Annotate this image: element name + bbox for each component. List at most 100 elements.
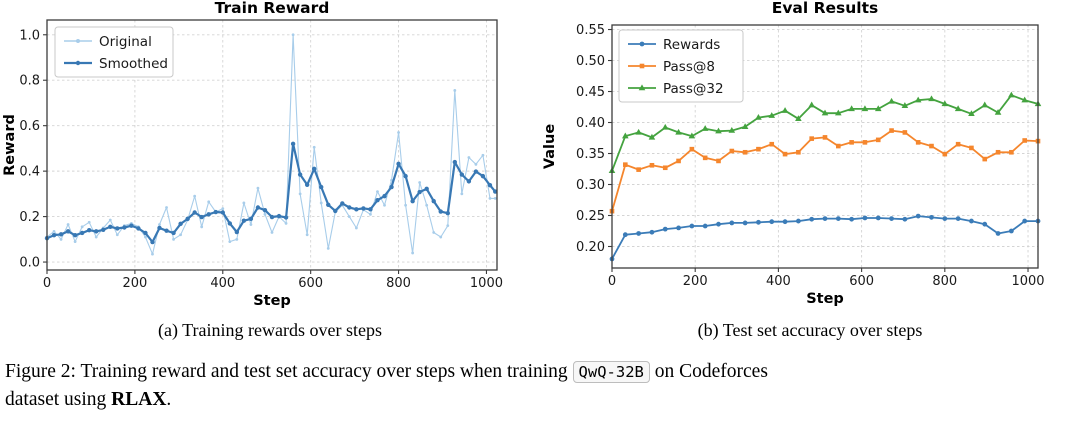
data-point-marker [459, 172, 465, 177]
svg-text:1000: 1000 [470, 276, 503, 291]
data-point-marker [389, 184, 394, 190]
data-point-marker [862, 140, 868, 145]
data-point-marker [702, 155, 708, 161]
data-point-marker [248, 216, 254, 222]
data-point-marker [954, 105, 962, 112]
legend: Original Smoothed [54, 26, 174, 78]
legend-marker [76, 39, 80, 43]
plot-border [46, 19, 498, 271]
data-point-marker [432, 231, 436, 234]
figure-caption-text1: Training reward and test set accuracy ov… [80, 361, 568, 382]
data-point-marker [875, 137, 881, 143]
chart-title: Eval Results [772, 0, 879, 17]
legend-label: Pass@32 [663, 81, 724, 97]
data-point-marker [821, 109, 829, 116]
data-point-marker [662, 165, 668, 171]
data-point-marker [453, 89, 457, 92]
data-point-marker [808, 101, 815, 108]
data-point-marker [796, 149, 801, 155]
data-point-marker [809, 216, 815, 222]
data-point-marker [242, 201, 246, 205]
data-point-marker [297, 172, 303, 177]
data-point-marker [480, 173, 486, 179]
data-point-marker [902, 216, 908, 222]
data-point-marker [861, 105, 869, 112]
figure-caption-line2: dataset using RLAX. [5, 386, 1070, 414]
data-point-marker [688, 132, 696, 139]
data-point-marker [649, 229, 655, 235]
model-name-code: QwQ-32B [572, 361, 650, 383]
subcaptions-row: (a) Training rewards over steps (b) Test… [0, 320, 1080, 341]
chart-title: Train Reward [215, 0, 330, 17]
data-point-marker [213, 209, 218, 215]
data-point-marker [994, 108, 1002, 115]
data-point-marker [968, 110, 975, 117]
data-point-marker [742, 149, 748, 155]
data-point-marker [284, 222, 288, 225]
data-point-marker [65, 229, 71, 234]
data-point-marker [164, 228, 169, 233]
data-point-marker [955, 216, 961, 221]
data-point-marker [928, 95, 935, 102]
data-point-marker [311, 166, 317, 172]
data-point-marker [487, 183, 493, 188]
data-point-marker [915, 140, 921, 145]
charts-row: 0 200 400 600 800 1000 0.0 0.2 0.4 0.6 0.8 1.0 Train… [2, 0, 1045, 309]
data-point-marker [929, 214, 934, 220]
data-point-marker [80, 225, 84, 229]
data-point-marker [942, 151, 948, 157]
data-point-marker [452, 159, 458, 165]
data-point-marker [622, 232, 628, 238]
data-point-marker [403, 173, 408, 179]
data-point-marker [347, 205, 352, 210]
subcaption-b: (b) Test set accuracy over steps [697, 320, 923, 340]
data-point-marker [347, 215, 351, 218]
data-point-marker [354, 207, 359, 212]
data-point-marker [755, 113, 762, 120]
figure-caption: Figure 2: Training reward and test set a… [5, 358, 1070, 413]
data-point-marker [431, 198, 436, 204]
data-point-marker [94, 229, 99, 234]
data-point-marker [94, 235, 98, 239]
data-point-marker [425, 203, 429, 207]
data-point-marker [66, 223, 70, 226]
data-point-marker [206, 212, 211, 217]
svg-text:0.2: 0.2 [19, 210, 40, 225]
data-point-marker [361, 206, 366, 211]
data-point-marker [445, 210, 450, 216]
figure-caption-prefix: Figure 2: [5, 361, 76, 382]
data-point-marker [298, 192, 302, 196]
data-point-marker [636, 231, 642, 236]
svg-text:0.35: 0.35 [576, 147, 605, 162]
data-point-marker [729, 220, 735, 226]
eval-results-svg: 0 200 400 600 800 1000 0.20 0.25 0.30 0.35 0.40 0.4… [542, 0, 1045, 307]
axis-ticks: 0 200 400 600 800 1000 0.0 0.2 0.4 0.6 0.8 1.0 [19, 28, 503, 291]
data-point-marker [769, 219, 775, 225]
data-point-marker [375, 198, 380, 203]
data-point-marker [283, 215, 289, 220]
data-point-marker [171, 230, 176, 236]
data-point-marker [676, 158, 681, 164]
data-point-marker [79, 230, 85, 236]
data-point-marker [729, 148, 735, 154]
data-point-marker [888, 97, 895, 104]
data-point-marker [689, 223, 695, 229]
svg-text:0.40: 0.40 [576, 116, 605, 131]
svg-text:200: 200 [683, 274, 708, 289]
data-point-marker [220, 210, 225, 215]
data-point-marker [333, 208, 338, 214]
rlax-method-name: RLAX [111, 388, 167, 410]
legend-marker [639, 63, 645, 69]
svg-text:1000: 1000 [1011, 274, 1044, 289]
data-point-marker [969, 218, 974, 224]
data-point-marker [889, 216, 894, 221]
data-point-marker [129, 223, 134, 228]
data-point-marker [969, 145, 974, 151]
data-point-marker [276, 213, 282, 219]
data-point-marker [108, 218, 112, 222]
data-point-marker [108, 224, 113, 230]
x-axis-label: Step [806, 291, 844, 307]
data-point-marker [234, 229, 240, 235]
series-smoothed [44, 141, 498, 245]
data-point-marker [716, 221, 721, 227]
